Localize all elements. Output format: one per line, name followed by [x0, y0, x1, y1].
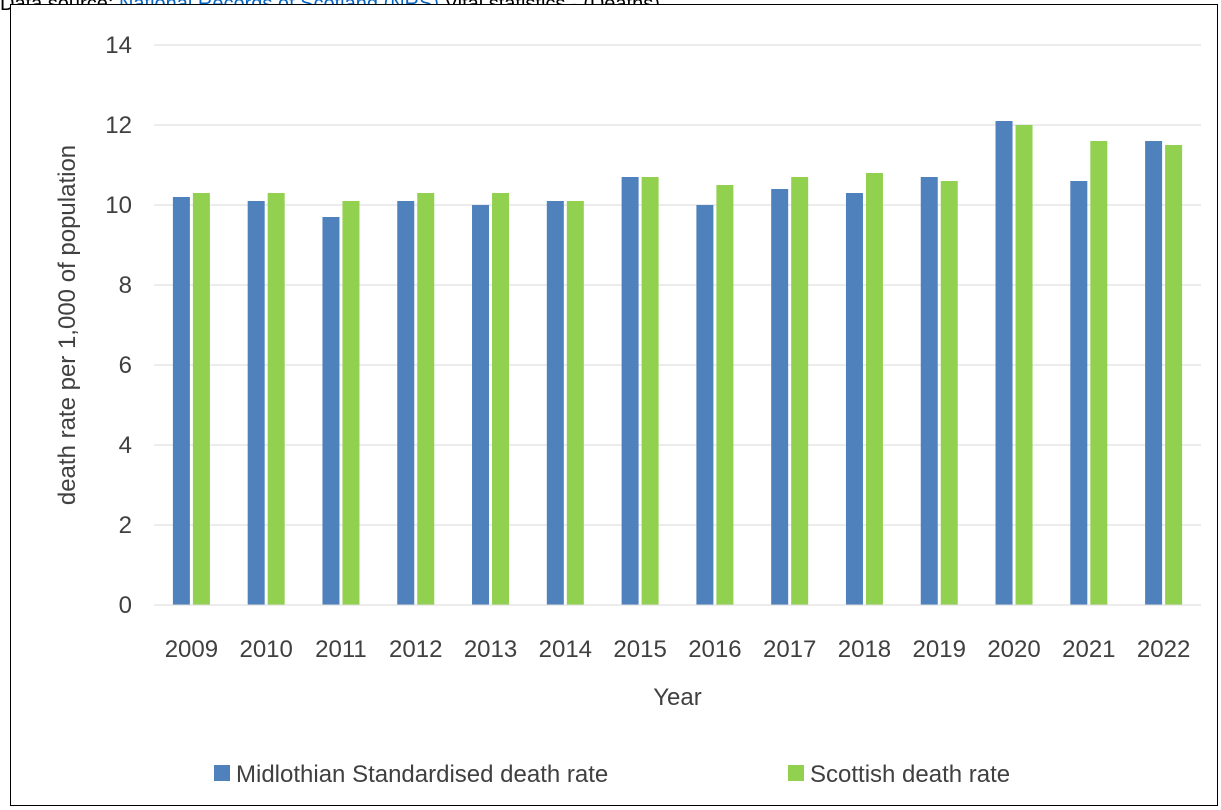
- bar-midlothian: [995, 121, 1013, 605]
- bar-scotland: [641, 177, 659, 605]
- bar-scotland: [791, 177, 809, 605]
- bar-midlothian: [920, 177, 938, 605]
- bar-midlothian: [771, 189, 789, 605]
- bar-scotland: [716, 185, 734, 605]
- bar-midlothian: [172, 197, 190, 605]
- gridlines: [154, 44, 1201, 526]
- y-tick-label: 10: [105, 192, 132, 219]
- legend-label: Scottish death rate: [810, 761, 1010, 788]
- x-tick-labels: 2009 2010 2011 2012 2013 2014 2015 2016 2017 2018…: [165, 636, 1191, 663]
- x-tick-label: 2015: [613, 636, 666, 663]
- bar-midlothian: [621, 177, 639, 605]
- x-tick-label: 2009: [165, 636, 218, 663]
- x-tick-label: 2016: [688, 636, 741, 663]
- x-tick-label: 2013: [464, 636, 517, 663]
- bar-midlothian: [696, 205, 714, 605]
- bar-scotland: [865, 173, 883, 605]
- legend: Midlothian Standardised death rate Scotti…: [214, 761, 1010, 788]
- legend-swatch: [214, 765, 230, 781]
- bar-midlothian: [1145, 141, 1163, 605]
- x-tick-label: 2021: [1062, 636, 1115, 663]
- x-tick-label: 2019: [913, 636, 966, 663]
- y-tick-label: 6: [119, 352, 132, 379]
- bar-midlothian: [247, 201, 265, 605]
- bars: [172, 121, 1183, 605]
- x-axis-label: Year: [653, 684, 702, 711]
- x-tick-label: 2012: [389, 636, 442, 663]
- y-tick-label: 0: [119, 592, 132, 619]
- bar-scotland: [492, 193, 510, 605]
- y-tick-labels: 0 2 4 6 8 10 12 14: [105, 32, 132, 619]
- x-tick-label: 2018: [838, 636, 891, 663]
- bar-scotland: [267, 193, 285, 605]
- y-tick-label: 12: [105, 112, 132, 139]
- bar-scotland: [192, 193, 210, 605]
- y-tick-label: 14: [105, 32, 132, 59]
- y-tick-label: 2: [119, 512, 132, 539]
- legend-swatch: [788, 765, 804, 781]
- bar-scotland: [342, 201, 360, 605]
- chart-frame: 0 2 4 6 8 10 12 14 2009 2010 2011 2012 2013 2014 2015…: [10, 4, 1218, 806]
- bar-scotland: [1165, 145, 1183, 605]
- bar-scotland: [940, 181, 958, 605]
- bar-midlothian: [845, 193, 863, 605]
- bar-midlothian: [397, 201, 415, 605]
- bar-midlothian: [472, 205, 490, 605]
- y-axis-label: death rate per 1,000 of population: [54, 145, 81, 505]
- x-tick-label: 2017: [763, 636, 816, 663]
- legend-label: Midlothian Standardised death rate: [236, 761, 608, 788]
- bar-midlothian: [546, 201, 564, 605]
- y-tick-label: 8: [119, 272, 132, 299]
- bar-scotland: [417, 193, 435, 605]
- x-tick-label: 2010: [239, 636, 292, 663]
- bar-midlothian: [322, 217, 340, 605]
- bar-scotland: [1015, 125, 1033, 605]
- x-tick-label: 2020: [987, 636, 1040, 663]
- bar-scotland: [1090, 141, 1108, 605]
- x-tick-label: 2011: [315, 636, 367, 663]
- x-tick-label: 2022: [1137, 636, 1190, 663]
- bar-chart: 0 2 4 6 8 10 12 14 2009 2010 2011 2012 2013 2014 2015…: [54, 32, 1201, 788]
- bar-scotland: [566, 201, 584, 605]
- y-tick-label: 4: [119, 432, 132, 459]
- x-tick-label: 2014: [539, 636, 592, 663]
- bar-midlothian: [1070, 181, 1088, 605]
